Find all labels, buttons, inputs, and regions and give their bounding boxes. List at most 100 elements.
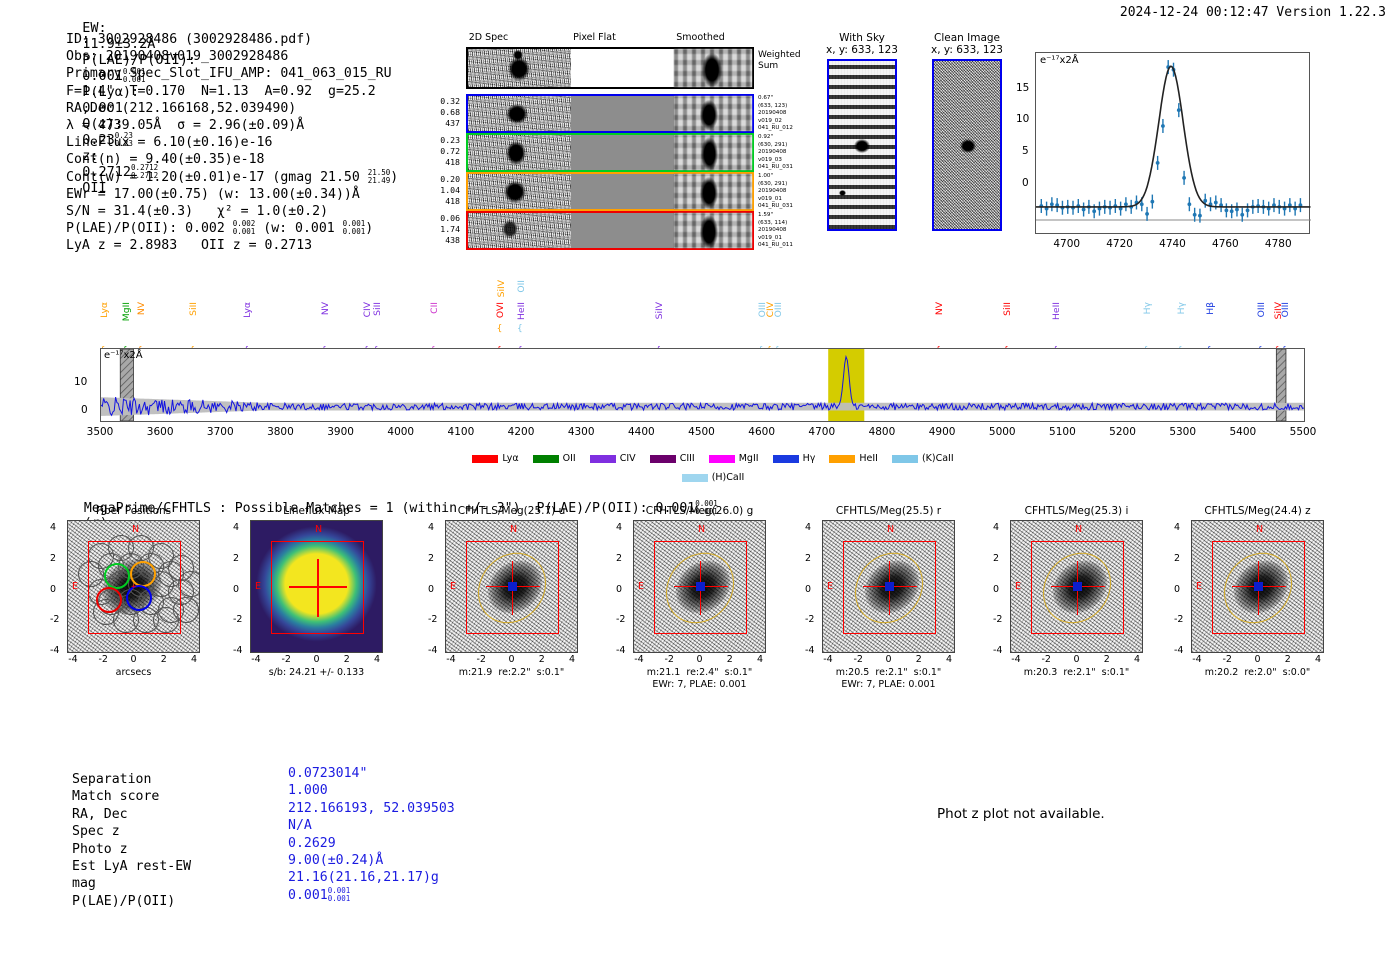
cutout-xtick: 4	[568, 654, 576, 665]
info-ewr: EWr = 17.00(±0.75) (w: 13.00(±0.34))Å	[66, 186, 360, 202]
spectrum-xtick: 4100	[447, 426, 475, 438]
spectrum-xtick: 5500	[1289, 426, 1317, 438]
ew-label: EW:	[82, 20, 107, 36]
line-marker-label: Lyα	[98, 302, 110, 318]
line-marker-label: OII	[516, 280, 528, 293]
spectrum-xtick: 4500	[688, 426, 715, 438]
cutout-ytick: 0	[233, 583, 240, 595]
cutout-xtick: -4	[1192, 654, 1202, 665]
spectrum-ytick-0: 0	[81, 404, 88, 416]
line-marker-label: NV	[319, 302, 331, 316]
plae-label: P(LAE)/P(OII):	[82, 52, 197, 68]
cutout-caption: m:20.2 re:2.0" s:0.0"	[1204, 667, 1311, 678]
cutout-ytick: 4	[428, 522, 435, 533]
red-aperture-box	[843, 541, 936, 634]
info-primary-spec-slot: Primary Spec_Slot_IFU_AMP: 041_063_015_R…	[66, 66, 392, 82]
cutout-xlabel: arcsecs	[115, 667, 152, 678]
exposure-row: 0.06 1.74 438 1.59" (633, 114) 20190408 …	[430, 211, 793, 250]
cutout-panel: Fiber Positions + N E 4 2 0 -2 -4 -4 -2 0 2 4 arcsecs	[50, 505, 212, 679]
line-marker-label: NV	[135, 302, 147, 316]
cutout-row: Fiber Positions + N E 4 2 0 -2 -4 -4 -2 0 2 4 arcsecs L…	[0, 505, 1400, 735]
legend-swatch	[708, 454, 735, 463]
cutout-xtick: 0	[1254, 654, 1261, 665]
z-range: 0.2712 0.2712	[131, 163, 159, 180]
cutout-xtick: 0	[885, 654, 892, 665]
red-aperture-box	[1031, 541, 1124, 634]
cutout-ytick: -4	[993, 645, 1003, 656]
info-sn-chi2: S/N = 31.4(±0.3) χ² = 1.0(±0.2)	[66, 204, 329, 220]
cutout-xtick: -4	[634, 654, 644, 665]
cutout-xtick: 2	[915, 654, 922, 665]
line-marker-label: SiII	[188, 302, 200, 316]
info-id: ID: 3002928486 (3002928486.pdf)	[66, 32, 313, 47]
cutout-xtick: -4	[1011, 654, 1021, 665]
cutout-xtick: 0	[508, 654, 515, 665]
info-plae: P(LAE)/P(OII): 0.002 0.002 0.001 (w: 0.00…	[66, 219, 374, 237]
cutout-ytick: 0	[50, 583, 57, 595]
crosshair-vertical	[317, 559, 319, 617]
cutout-title: CFHTLS/Meg(25.5) r	[835, 505, 942, 517]
line-marker-label: OIII	[1255, 302, 1267, 318]
col-title-smoothed: Smoothed	[676, 32, 725, 43]
spectrum-ytick-10: 10	[74, 376, 88, 388]
with-sky-cutout: With Sky x, y: 633, 123	[822, 32, 902, 231]
cutout-ytick: 2	[233, 552, 240, 564]
spectrum-xtick: 4700	[808, 426, 836, 438]
cutout-ytick: -2	[428, 614, 438, 626]
highlighted-fiber	[96, 587, 122, 613]
legend-label: OII	[562, 453, 576, 464]
spectrum-xtick: 5200	[1109, 426, 1136, 438]
cutout-ytick: 2	[1174, 552, 1181, 564]
plae-range: 0.001 0.001	[122, 67, 146, 84]
weighted-sum-strip	[466, 47, 754, 89]
spectrum-xtick: 3900	[327, 426, 354, 438]
exposure-meta: 1.59" (633, 114) 20190408 v019_01 041_RU…	[758, 212, 793, 249]
info-cont-w: Cont(w) = 1.20(±0.01)e-17 (gmag 21.50 21…	[66, 167, 399, 185]
zoom-xtick: 4740	[1159, 238, 1186, 250]
line-marker-label: SiII	[371, 302, 383, 316]
cutout-ytick: 4	[805, 522, 812, 533]
match-table-value: N/A	[288, 818, 312, 834]
highlighted-fiber	[126, 585, 152, 611]
cutout-xtick: -2	[281, 654, 291, 665]
match-table-label: Spec z	[72, 824, 120, 840]
target-crosshair: +	[131, 582, 137, 592]
fiber-circle	[173, 597, 199, 623]
spectrum-xtick: 4400	[627, 426, 655, 438]
exposure-row: 0.20 1.04 418 1.00" (630, 291) 20190408 …	[430, 172, 793, 211]
exposure-meta: 0.67" (633, 123) 20190408 v019_02 041_RU…	[758, 95, 793, 132]
exposure-strip	[466, 211, 754, 250]
spectrum-xtick: 4800	[868, 426, 896, 438]
cutout-xtick: 0	[313, 654, 320, 665]
zoom-ytick-10: 10	[1016, 113, 1030, 125]
exposure-row: 0.23 0.72 418 0.92" (630, 291) 20190408 …	[430, 133, 793, 172]
weighted-sum-label: Weighted Sum	[758, 50, 801, 71]
spectrum-xtick: 3800	[267, 426, 294, 438]
cutout-panel: CFHTLS/Meg(24.4) z N E 4 2 0 -2 -4 -4 -2 0 2 4 m:20.2…	[1174, 505, 1336, 679]
red-aperture-box	[271, 541, 364, 634]
match-table-label: mag	[72, 876, 96, 892]
cutout-xtick: 4	[373, 654, 381, 665]
spectrum-xtick: 3500	[86, 426, 114, 438]
match-marker	[1073, 582, 1082, 591]
cutout-ytick: 2	[993, 552, 1000, 564]
legend-item: MgII	[708, 453, 759, 464]
cutout-image[interactable]: + N E	[67, 520, 200, 653]
cutout-ytick: -2	[1174, 614, 1184, 626]
red-aperture-box	[88, 541, 181, 634]
col-title-pixelflat: Pixel Flat	[573, 32, 616, 43]
spectrum-xtick: 5300	[1169, 426, 1197, 438]
cutout-panel: Lineflux Map N E 4 2 0 -2 -4 -4 -2 0 2 4 s/b: 24.21 +…	[233, 505, 395, 679]
cutout-xtick: 4	[945, 654, 953, 665]
col-title-2dspec: 2D Spec	[468, 32, 509, 43]
compass-east: E	[638, 581, 645, 592]
zoom-xtick: 4720	[1106, 238, 1133, 250]
compass-north: N	[1256, 524, 1264, 535]
cutout-xtick: 2	[538, 654, 545, 665]
